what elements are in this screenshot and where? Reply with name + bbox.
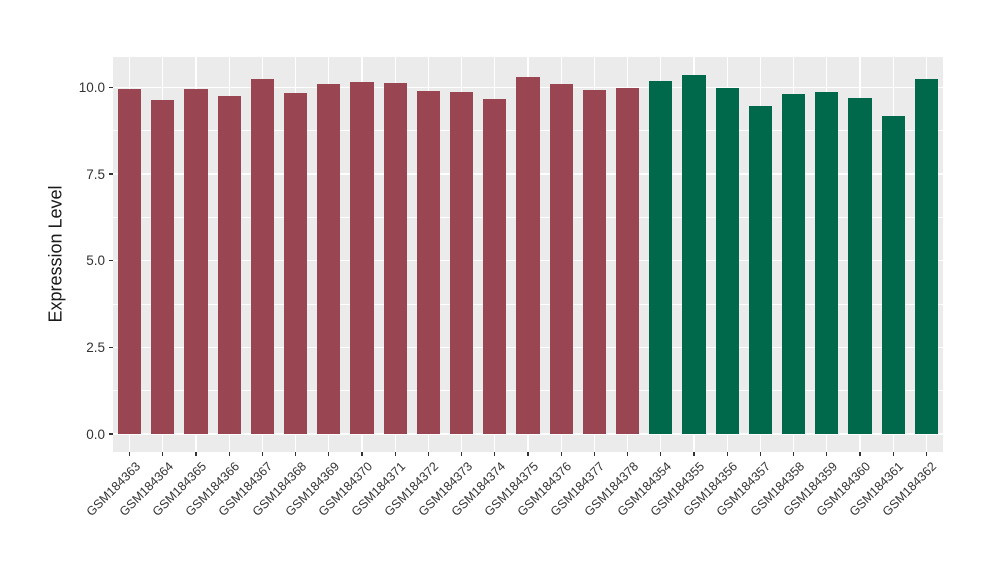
x-tick-mark — [361, 452, 363, 456]
y-tick-mark — [109, 173, 113, 175]
bar-GSM184354 — [649, 80, 673, 434]
x-tick-mark — [792, 452, 795, 456]
bar-GSM184356 — [715, 88, 739, 434]
bar-GSM184371 — [383, 82, 407, 434]
x-tick-mark — [726, 452, 728, 456]
x-tick-mark — [494, 452, 496, 456]
y-tick-mark — [109, 346, 113, 349]
bar-GSM184366 — [217, 95, 241, 434]
x-tick-mark — [328, 452, 330, 456]
plot-panel — [113, 57, 943, 452]
x-tick-mark — [162, 452, 164, 456]
bar-GSM184375 — [516, 77, 540, 434]
y-tick-mark — [109, 433, 113, 435]
x-tick-mark — [294, 452, 297, 456]
y-tick-mark — [109, 260, 113, 262]
bar-GSM184372 — [416, 91, 440, 434]
x-tick-mark — [759, 452, 762, 456]
major-gridline — [113, 433, 943, 435]
bar-GSM184357 — [748, 105, 772, 434]
bar-GSM184374 — [483, 98, 507, 434]
x-tick-mark — [892, 452, 894, 456]
x-tick-mark — [693, 452, 695, 456]
x-tick-mark — [826, 452, 828, 456]
x-tick-mark — [394, 452, 396, 456]
x-tick-mark — [593, 452, 596, 456]
bar-GSM184361 — [881, 115, 905, 434]
x-tick-mark — [560, 452, 562, 456]
x-tick-mark — [427, 452, 430, 456]
bar-GSM184364 — [151, 100, 175, 434]
bar-GSM184362 — [914, 78, 938, 434]
x-tick-mark — [228, 452, 230, 456]
x-tick-mark — [527, 452, 529, 456]
bar-GSM184358 — [782, 93, 806, 434]
bar-GSM184355 — [682, 75, 706, 434]
x-tick-mark — [660, 452, 662, 456]
y-tick-mark — [109, 86, 113, 89]
y-tick-label: 10.0 — [78, 80, 105, 95]
y-tick-label: 0.0 — [86, 426, 105, 442]
y-tick-label: 5.0 — [86, 253, 105, 269]
x-tick-mark — [925, 452, 928, 456]
bar-GSM184363 — [118, 88, 142, 434]
bar-GSM184368 — [284, 92, 308, 434]
x-tick-mark — [460, 452, 463, 456]
bar-GSM184370 — [350, 81, 374, 434]
bar-GSM184369 — [317, 84, 341, 434]
bar-GSM184378 — [616, 87, 640, 434]
y-tick-label: 2.5 — [86, 339, 105, 355]
bar-GSM184360 — [848, 97, 872, 434]
bar-GSM184376 — [549, 84, 573, 434]
x-tick-mark — [195, 452, 197, 456]
bar-GSM184373 — [450, 92, 474, 434]
x-tick-mark — [261, 452, 264, 456]
x-tick-mark — [626, 452, 629, 456]
x-tick-mark — [859, 452, 861, 456]
bar-GSM184359 — [815, 92, 839, 434]
bar-GSM184367 — [250, 79, 274, 434]
bar-GSM184377 — [582, 90, 606, 434]
bar-GSM184365 — [184, 88, 208, 434]
y-tick-label: 7.5 — [86, 166, 105, 182]
x-tick-mark — [128, 452, 131, 456]
